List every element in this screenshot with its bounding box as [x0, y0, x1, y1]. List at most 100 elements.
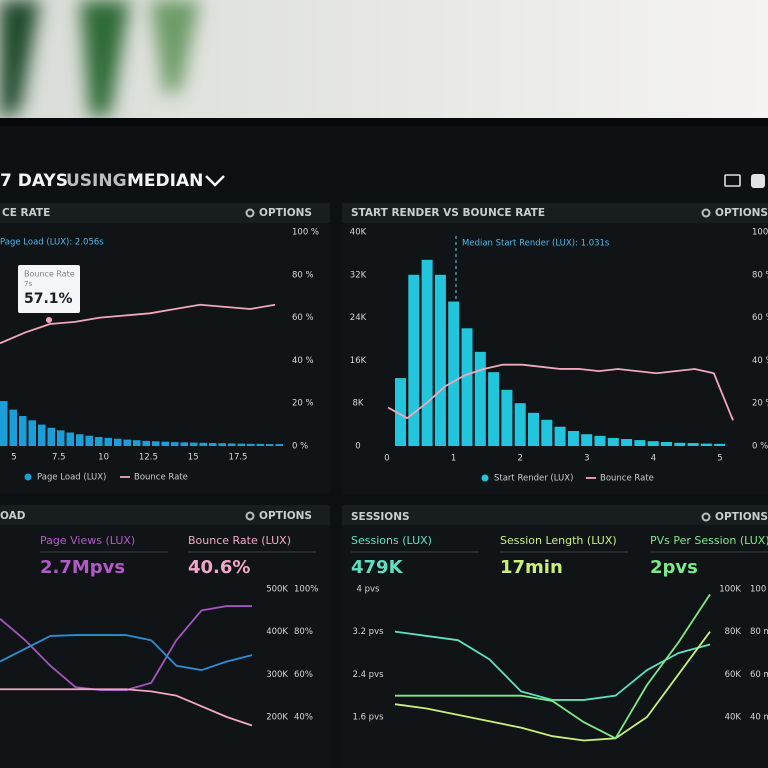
metric-value: 40.6% — [188, 557, 250, 578]
legend-dot — [481, 474, 489, 482]
bar — [38, 424, 46, 446]
bar — [19, 416, 27, 446]
bar — [501, 389, 513, 446]
axis-tick-label: 2.4 pvs — [352, 670, 384, 680]
bar — [209, 443, 217, 446]
share-icon[interactable] — [751, 174, 765, 188]
axis-tick-label: 100 % — [292, 228, 319, 238]
panel — [342, 505, 768, 768]
axis-tick-label: 0 % — [292, 442, 308, 452]
bar — [421, 259, 433, 446]
bar — [607, 437, 619, 446]
axis-tick-label: 60 m — [750, 670, 768, 680]
axis-tick-label: 60 % — [752, 313, 768, 323]
bar — [448, 301, 460, 446]
axis-tick-label: 0 — [355, 442, 360, 452]
bar — [95, 437, 103, 446]
axis-tick-label: 100% — [294, 585, 318, 595]
axis-tick-label: 400K — [266, 627, 288, 637]
tooltip-label: Bounce Rate — [24, 270, 75, 279]
panel-title: START RENDER VS BOUNCE RATE — [351, 207, 545, 219]
panel-title: OAD — [0, 510, 26, 522]
x-tick-label: 10 — [98, 453, 109, 463]
line-series — [395, 593, 711, 740]
x-tick-label: 1 — [451, 454, 456, 464]
options-gear — [701, 512, 711, 522]
axis-tick-label: 24K — [350, 313, 367, 323]
bar — [700, 443, 712, 446]
panel-header — [342, 203, 768, 223]
bar — [554, 426, 566, 446]
axis-tick-label: 40 m — [750, 713, 768, 723]
axis-tick-label: 100K — [719, 585, 741, 595]
axis-tick-label: 40 % — [292, 356, 314, 366]
bar — [171, 442, 179, 446]
options-button[interactable]: OPTIONS — [259, 510, 312, 522]
axis-tick-label: 80 m — [750, 627, 768, 637]
panel-title: SESSIONS — [351, 511, 410, 523]
tooltip — [18, 265, 80, 313]
x-tick-label: 15 — [188, 453, 199, 463]
options-button[interactable]: OPTIONS — [715, 511, 768, 523]
x-tick-label: 17.5 — [229, 453, 248, 463]
plant-blur — [0, 0, 200, 120]
bar — [581, 434, 593, 446]
bar — [190, 442, 198, 446]
bar — [528, 412, 539, 446]
line-series — [387, 363, 734, 421]
bar — [395, 378, 406, 446]
x-tick-label: 7.5 — [52, 453, 66, 463]
metric-label: Sessions (LUX) — [351, 534, 432, 547]
metric-value: 479K — [351, 557, 404, 578]
line-series — [394, 631, 711, 742]
bar — [66, 432, 74, 446]
tooltip-point — [46, 317, 52, 323]
legend-dot — [24, 473, 32, 481]
background-wall — [0, 0, 768, 130]
header-days: 7 DAYS — [0, 171, 68, 191]
metric-value: 17min — [500, 557, 563, 578]
options-gear — [245, 208, 255, 218]
bar — [434, 274, 446, 446]
bar — [104, 437, 112, 446]
axis-tick-label: 4 pvs — [357, 585, 381, 595]
axis-tick-label: 300K — [266, 670, 288, 680]
header-using: USING — [66, 171, 127, 191]
x-tick-label: 3 — [584, 454, 589, 464]
axis-tick-label: 200K — [266, 713, 288, 723]
axis-tick-label: 1.6 pvs — [352, 713, 384, 723]
axis-tick-label: 100 — [750, 585, 766, 595]
bar — [266, 444, 274, 446]
options-gear — [245, 511, 255, 521]
axis-tick-label: 80 % — [292, 270, 314, 280]
axis-tick-label: 100 % — [752, 228, 768, 238]
axis-tick-label: 60K — [725, 670, 742, 680]
bar — [687, 443, 699, 446]
tooltip-value: 57.1% — [24, 291, 73, 307]
monitor-icon[interactable] — [724, 174, 741, 187]
bar — [594, 435, 606, 446]
bar — [9, 409, 17, 446]
bar — [133, 440, 141, 446]
legend-label: Bounce Rate — [600, 474, 654, 484]
options-button[interactable]: OPTIONS — [259, 207, 312, 219]
metric-label: PVs Per Session (LUX) — [650, 534, 768, 547]
bar — [152, 441, 160, 446]
options-button[interactable]: OPTIONS — [715, 207, 768, 219]
bar — [85, 435, 93, 446]
metric-value: 2pvs — [650, 557, 698, 578]
axis-tick-label: 40K — [350, 228, 367, 238]
bar — [142, 440, 150, 446]
bar — [541, 419, 553, 446]
axis-tick-label: 0 % — [752, 442, 768, 452]
dropdown-chevron[interactable] — [205, 175, 225, 187]
axis-tick-label: 20 % — [752, 399, 768, 409]
axis-tick-label: 80K — [725, 627, 742, 637]
bar — [57, 430, 65, 446]
bar — [247, 443, 255, 446]
bar — [461, 328, 473, 446]
bar — [674, 442, 686, 446]
x-tick-label: 5 — [717, 454, 722, 464]
